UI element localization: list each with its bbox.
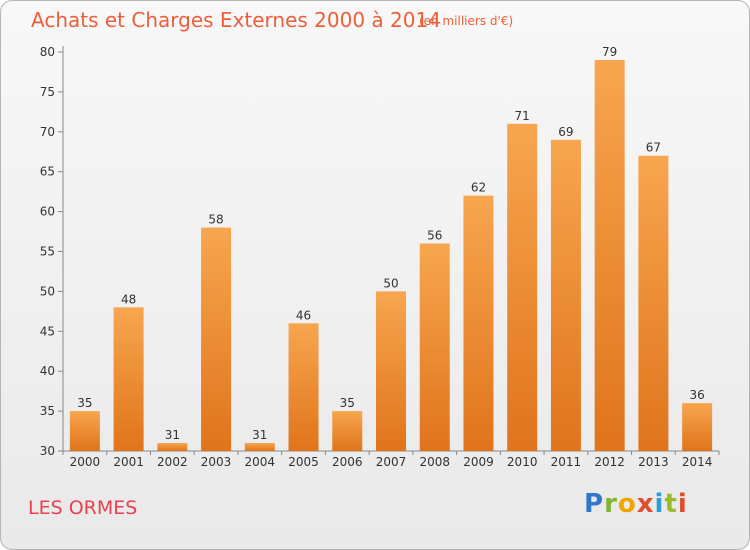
bar	[201, 227, 232, 451]
bar	[157, 443, 188, 451]
x-tick-label: 2011	[551, 455, 582, 469]
bar-value-label: 67	[646, 141, 661, 155]
bar-value-label: 79	[602, 45, 617, 59]
y-tick-label: 80	[40, 45, 55, 59]
x-tick-label: 2009	[463, 455, 494, 469]
x-tick-label: 2000	[70, 455, 101, 469]
bar	[376, 291, 406, 451]
chart-title: Achats et Charges Externes 2000 à 2014	[31, 8, 441, 32]
bar	[244, 443, 275, 451]
bar-value-label: 35	[340, 396, 355, 410]
bar	[419, 243, 450, 451]
x-tick-label: 2012	[594, 455, 625, 469]
y-tick-label: 30	[40, 444, 55, 458]
y-tick-label: 45	[40, 324, 55, 338]
bar	[594, 59, 625, 451]
bar-value-label: 50	[383, 276, 398, 290]
bar-value-label: 71	[515, 109, 530, 123]
proxiti-logo: Proxiti	[584, 489, 688, 519]
x-tick-label: 2013	[638, 455, 669, 469]
bar-value-label: 31	[252, 428, 267, 442]
bar-value-label: 48	[121, 292, 136, 306]
bar-value-label: 31	[165, 428, 180, 442]
bar	[113, 307, 144, 451]
x-tick-label: 2001	[113, 455, 144, 469]
bar-value-label: 36	[689, 388, 704, 402]
bar-value-label: 58	[208, 213, 223, 227]
bar	[288, 323, 319, 451]
x-tick-label: 2003	[201, 455, 232, 469]
bar-value-label: 46	[296, 308, 311, 322]
bar	[682, 403, 713, 451]
bar	[332, 411, 363, 451]
y-tick-label: 75	[40, 85, 55, 99]
place-name: LES ORMES	[28, 497, 138, 519]
x-tick-label: 2005	[288, 455, 319, 469]
y-tick-label: 35	[40, 404, 55, 418]
bar-value-label: 35	[77, 396, 92, 410]
bar-value-label: 56	[427, 229, 442, 243]
y-tick-label: 65	[40, 165, 55, 179]
x-tick-label: 2010	[507, 455, 538, 469]
bar	[69, 411, 100, 451]
y-tick-label: 40	[40, 364, 55, 378]
x-tick-label: 2002	[157, 455, 188, 469]
bar	[550, 139, 581, 451]
chart-subtitle: (en milliers d'€)	[419, 14, 514, 28]
bar	[638, 155, 669, 452]
bar	[463, 195, 494, 451]
y-tick-label: 55	[40, 245, 55, 259]
x-tick-label: 2014	[682, 455, 713, 469]
bar-value-label: 69	[558, 125, 573, 139]
y-tick-label: 50	[40, 284, 55, 298]
x-tick-label: 2004	[245, 455, 276, 469]
x-tick-label: 2007	[376, 455, 407, 469]
y-tick-label: 60	[40, 205, 55, 219]
y-tick-label: 70	[40, 125, 55, 139]
bar	[507, 123, 538, 451]
x-tick-label: 2008	[419, 455, 450, 469]
bar-value-label: 62	[471, 181, 486, 195]
x-tick-label: 2006	[332, 455, 363, 469]
